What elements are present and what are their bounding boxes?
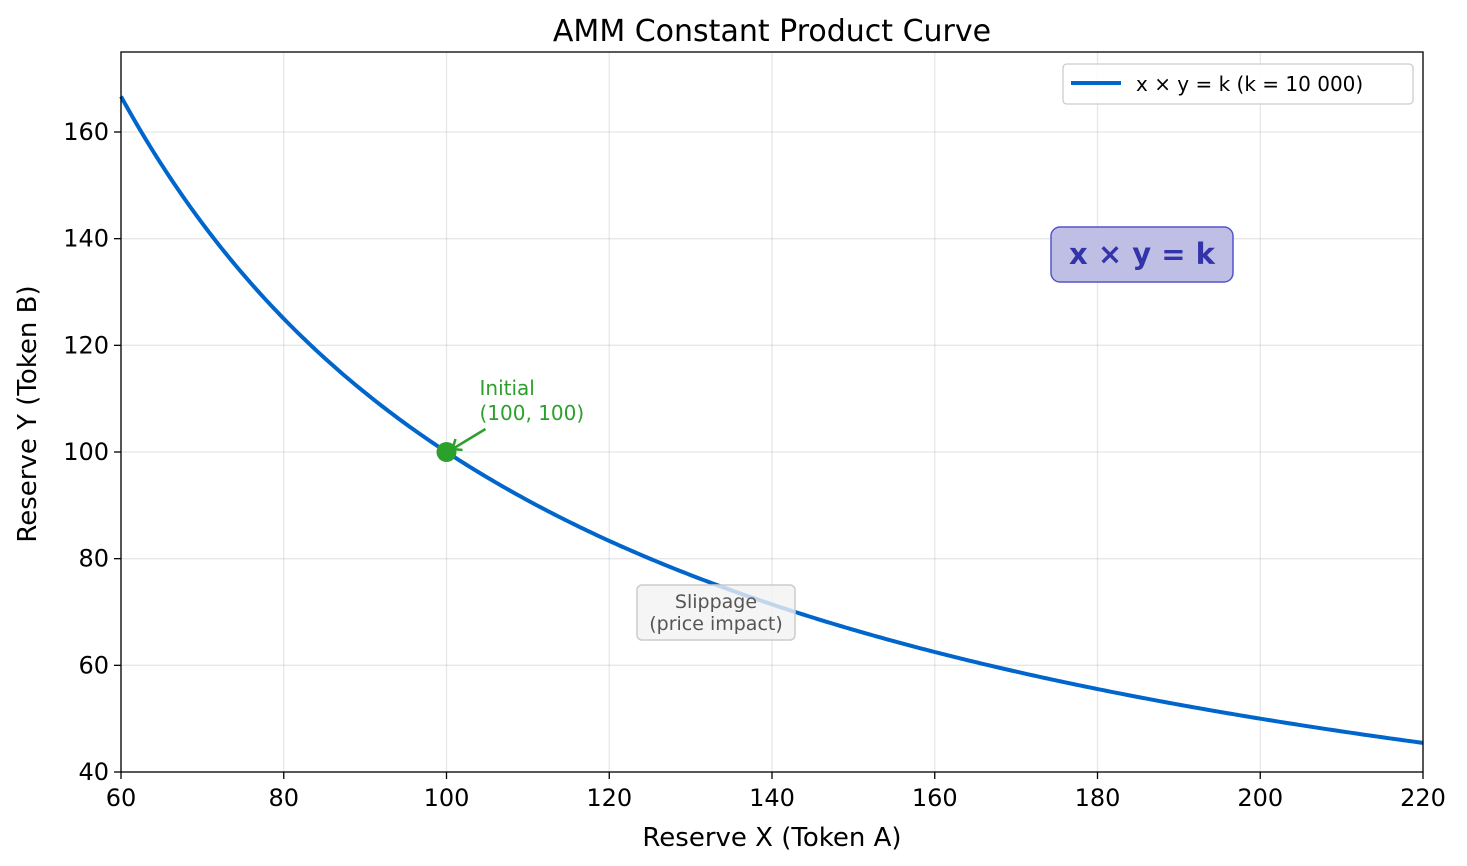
y-tick-label: 120: [63, 331, 109, 359]
chart-title: AMM Constant Product Curve: [553, 14, 991, 49]
ticks: 60 80 100 120 140 160 180 200 220406080100120140…: [63, 118, 1446, 812]
x-axis-label: Reserve X (Token A): [642, 823, 901, 853]
x-tick-label: 200: [1237, 784, 1283, 812]
y-axis-label: Reserve Y (Token B): [13, 285, 43, 542]
initial-point-marker: [436, 442, 457, 462]
y-tick-label: 40: [78, 758, 109, 786]
slippage-label: Slippage: [675, 591, 757, 613]
x-tick-label: 100: [424, 784, 470, 812]
x-tick-label: 60: [106, 784, 137, 812]
formula-box: [1050, 226, 1234, 283]
slippage-box: [636, 584, 796, 641]
formula-label: x × y = k: [1069, 237, 1216, 271]
y-tick-label: 60: [78, 651, 109, 679]
legend-label: x × y = k (k = 10 000): [1136, 72, 1363, 96]
legend: x × y = k (k = 10 000): [1062, 63, 1414, 105]
initial-point-label: (100, 100): [480, 401, 585, 425]
initial-point-label: Initial: [480, 376, 535, 400]
x-tick-label: 220: [1400, 784, 1446, 812]
x-tick-label: 140: [749, 784, 795, 812]
y-tick-label: 160: [63, 118, 109, 146]
x-tick-label: 180: [1075, 784, 1121, 812]
y-tick-label: 100: [63, 438, 109, 466]
legend-box: [1062, 63, 1414, 105]
y-tick-label: 140: [63, 225, 109, 253]
annotation-arrowhead: [451, 438, 463, 452]
x-tick-label: 80: [268, 784, 299, 812]
x-tick-label: 120: [586, 784, 632, 812]
slippage-label: (price impact): [649, 613, 783, 635]
annotation-arrow: [451, 427, 487, 451]
x-tick-label: 160: [912, 784, 958, 812]
y-tick-label: 80: [78, 545, 109, 573]
annotation-layer: Initial(100, 100) Slippage(price impact) x…: [436, 226, 1234, 641]
